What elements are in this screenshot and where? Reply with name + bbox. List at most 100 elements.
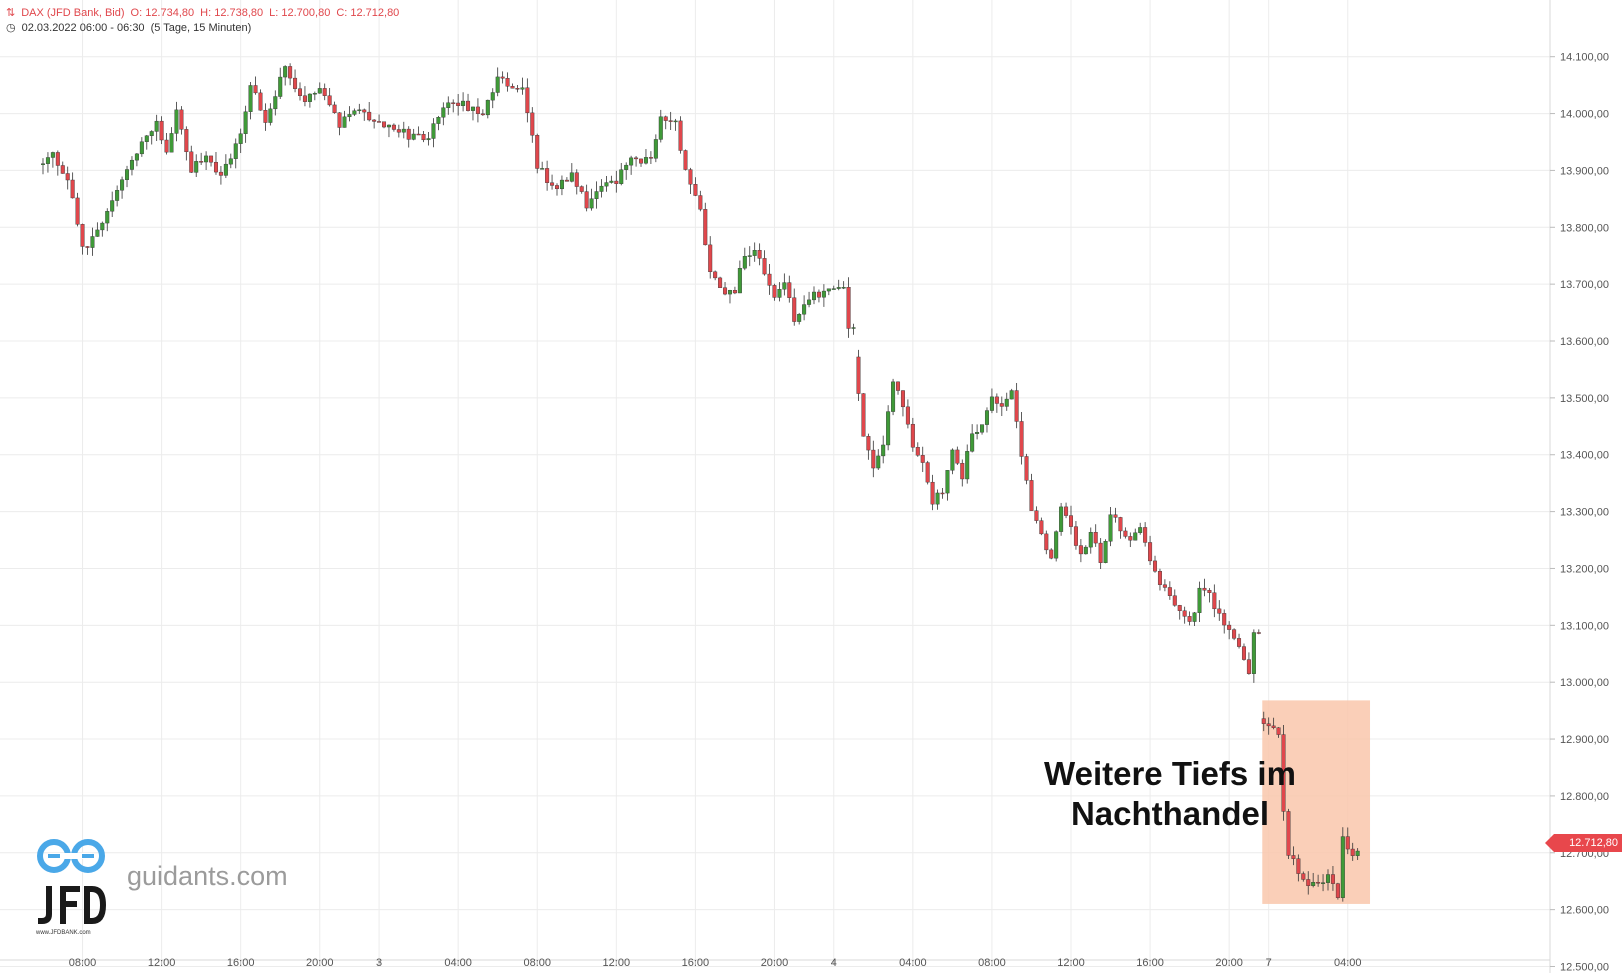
x-tick-label: 16:00 xyxy=(227,957,255,969)
candle-body xyxy=(209,155,214,163)
candle-body xyxy=(446,102,451,108)
candle-body xyxy=(1153,560,1158,572)
candle-body xyxy=(614,180,619,184)
y-tick-label: 13.800,00 xyxy=(1560,222,1609,234)
candle-body xyxy=(732,290,737,294)
candle-body xyxy=(312,93,317,95)
y-tick-label: 14.000,00 xyxy=(1560,109,1609,121)
candle-body xyxy=(836,287,841,289)
candle-body xyxy=(639,158,644,164)
candle-body xyxy=(317,88,322,94)
candle-body xyxy=(866,436,871,451)
time-info: ◷ 02.03.2022 06:00 - 06:30 (5 Tage, 15 Min… xyxy=(6,21,257,35)
candle-body xyxy=(461,100,466,106)
y-tick-label: 12.800,00 xyxy=(1560,791,1609,803)
candle-body xyxy=(50,152,55,158)
candle-body xyxy=(574,172,579,187)
candle-body xyxy=(213,161,218,173)
candle-body xyxy=(648,157,653,159)
candle-body xyxy=(792,297,797,322)
candle-body xyxy=(159,120,164,141)
candle-body xyxy=(688,169,693,185)
candle-body xyxy=(1182,610,1187,617)
logo-subtext: www.JFDBANK.com xyxy=(36,930,91,936)
candle-body xyxy=(115,190,120,201)
candle-body xyxy=(940,492,945,495)
candle-body xyxy=(406,128,411,140)
low-value: L: 12.700,80 xyxy=(269,7,331,19)
candle-body xyxy=(525,87,530,114)
candle-body xyxy=(485,99,490,116)
y-tick-label: 14.100,00 xyxy=(1560,52,1609,64)
close-value: C: 12.712,80 xyxy=(336,7,400,19)
candle-body xyxy=(520,87,525,90)
y-tick-label: 13.100,00 xyxy=(1560,620,1609,632)
y-tick-label: 13.600,00 xyxy=(1560,336,1609,348)
candle-body xyxy=(1301,873,1306,880)
x-tick-label: 08:00 xyxy=(523,957,551,969)
candle-body xyxy=(569,172,574,182)
y-tick-label: 13.400,00 xyxy=(1560,450,1609,462)
grid-lines xyxy=(0,0,1550,967)
candle-body xyxy=(782,282,787,290)
candle-body xyxy=(144,135,149,142)
candle-body xyxy=(930,481,935,505)
candle-body xyxy=(668,120,673,122)
candle-body xyxy=(955,449,960,464)
candle-body xyxy=(470,106,475,111)
candle-body xyxy=(337,112,342,128)
candle-body xyxy=(945,470,950,494)
x-tick-label: 3 xyxy=(376,957,382,969)
candle-body xyxy=(391,124,396,130)
candle-body xyxy=(1148,542,1153,562)
candle-body xyxy=(431,123,436,139)
candle-body xyxy=(1237,638,1242,647)
x-tick-label: 4 xyxy=(831,957,837,969)
candle-body xyxy=(1281,734,1286,812)
candle-body xyxy=(218,171,223,176)
candle-body xyxy=(1138,527,1143,533)
y-tick-label: 13.500,00 xyxy=(1560,393,1609,405)
candle-body xyxy=(658,116,663,140)
candle-body xyxy=(1232,629,1237,639)
candle-body xyxy=(55,152,60,166)
candle-body xyxy=(1059,506,1064,532)
candle-body xyxy=(411,133,416,140)
candle-body xyxy=(228,158,233,165)
candle-body xyxy=(871,449,876,469)
high-value: H: 12.738,80 xyxy=(200,7,264,19)
candle-body xyxy=(362,109,367,113)
candle-body xyxy=(604,182,609,187)
candle-body xyxy=(1256,632,1261,634)
candle-body xyxy=(915,447,920,456)
candle-body xyxy=(1118,517,1123,532)
candle-body xyxy=(263,109,268,123)
candle-body xyxy=(110,200,115,212)
candle-body xyxy=(41,163,46,165)
candle-body xyxy=(900,390,905,408)
candle-body xyxy=(1064,506,1069,516)
candle-body xyxy=(1306,879,1311,886)
candle-body xyxy=(1093,532,1098,544)
candle-body xyxy=(1039,520,1044,535)
candle-body xyxy=(307,93,312,102)
y-tick-label: 13.300,00 xyxy=(1560,507,1609,519)
candle-body xyxy=(1212,592,1217,610)
candle-body xyxy=(248,85,253,112)
candle-body xyxy=(757,250,762,259)
candle-body xyxy=(278,76,283,97)
candle-body xyxy=(332,104,337,113)
candle-body xyxy=(540,168,545,170)
x-tick-label: 20:00 xyxy=(1215,957,1243,969)
candle-body xyxy=(1217,608,1222,614)
candle-body xyxy=(881,444,886,457)
candle-body xyxy=(1296,858,1301,874)
candle-body xyxy=(1227,624,1232,630)
open-value: O: 12.734,80 xyxy=(130,7,195,19)
x-tick-label: 08:00 xyxy=(978,957,1006,969)
candle-body xyxy=(1049,549,1054,559)
candle-body xyxy=(683,150,688,170)
candle-body xyxy=(189,151,194,173)
candle-body xyxy=(1162,584,1167,588)
candle-body xyxy=(169,133,174,153)
